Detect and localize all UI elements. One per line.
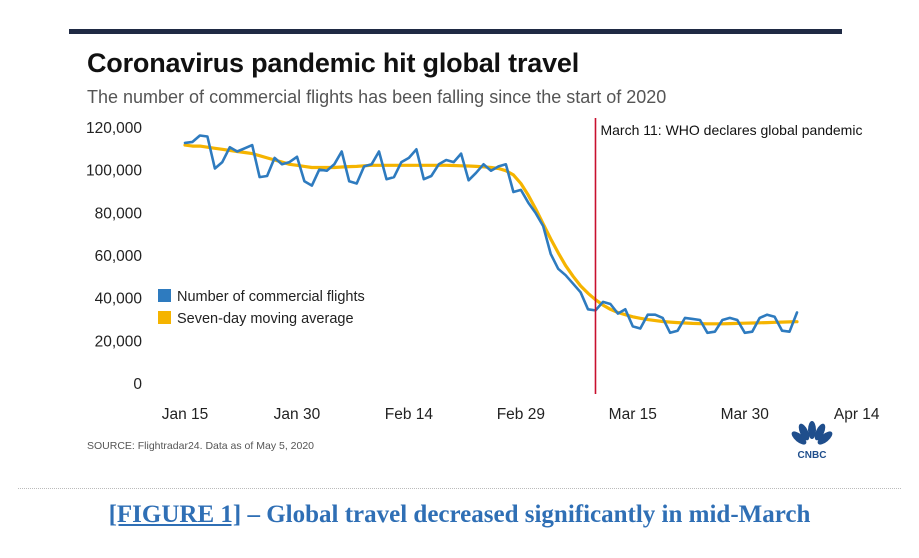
- caption-text: – Global travel decreased significantly …: [241, 501, 811, 528]
- peacock-icon: [791, 421, 833, 445]
- cnbc-peacock-logo: CNBC: [791, 421, 833, 460]
- legend-swatch: [158, 311, 171, 324]
- legend-swatch: [158, 289, 171, 302]
- x-tick-label: Jan 15: [162, 406, 209, 423]
- logo-wordmark: CNBC: [798, 450, 827, 460]
- chart-title: Coronavirus pandemic hit global travel: [87, 48, 580, 78]
- source-note: SOURCE: Flightradar24. Data as of May 5,…: [87, 440, 315, 452]
- x-tick-label: Mar 30: [721, 406, 770, 423]
- y-tick-label: 60,000: [95, 248, 143, 265]
- chart-subtitle: The number of commercial flights has bee…: [87, 87, 667, 107]
- legend-label: Number of commercial flights: [177, 289, 365, 305]
- chart-legend: Number of commercial flights Seven-day mo…: [158, 289, 365, 327]
- top-rule: [69, 29, 842, 34]
- y-tick-label: 0: [133, 376, 142, 393]
- y-tick-label: 40,000: [95, 291, 143, 308]
- x-tick-label: Feb 14: [385, 406, 434, 423]
- y-tick-label: 120,000: [86, 120, 142, 137]
- x-tick-label: Jan 30: [274, 406, 321, 423]
- y-tick-label: 80,000: [95, 205, 143, 222]
- series-layer: [183, 134, 799, 335]
- x-axis: Jan 15 Jan 30 Feb 14 Feb 29 Mar 15 Mar 30 Apr …: [162, 406, 880, 423]
- x-tick-label: Mar 15: [609, 406, 657, 423]
- legend-label: Seven-day moving average: [177, 311, 354, 327]
- figure-link[interactable]: [FIGURE 1]: [108, 501, 242, 528]
- y-tick-label: 100,000: [86, 163, 142, 180]
- y-tick-label: 20,000: [95, 333, 143, 350]
- caption-divider: [18, 488, 901, 489]
- series-line-flights: [183, 134, 799, 335]
- figure-caption: [FIGURE 1] – Global travel decreased sig…: [0, 501, 919, 529]
- annotation-layer: March 11: WHO declares global pandemic: [594, 118, 862, 394]
- x-tick-label: Feb 29: [497, 406, 545, 423]
- chart-svg: 020,00040,00060,00080,000100,000120,000 …: [86, 118, 880, 423]
- y-axis: 0 20,000 40,000 60,000 80,000 100,000 120,000: [86, 120, 142, 393]
- pandemic-annotation-label: March 11: WHO declares global pandemic: [600, 122, 862, 138]
- x-tick-label: Apr 14: [834, 406, 880, 423]
